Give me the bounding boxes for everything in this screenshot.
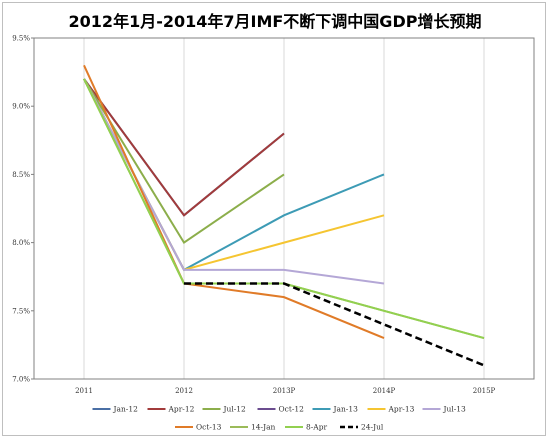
legend-label: 14-Jan xyxy=(251,423,276,432)
legend: Jan-12 Apr-12 Jul-12 Oct-12 Jan-13 Apr-13 Jul-… xyxy=(92,405,467,432)
chart-frame xyxy=(2,2,546,436)
series-lines xyxy=(83,64,485,367)
legend-label: Apr-12 xyxy=(168,405,195,414)
legend-label: Oct-12 xyxy=(279,405,305,414)
series-line-oct-13 xyxy=(83,64,385,340)
legend-label: Apr-13 xyxy=(388,405,415,414)
plot-area-border xyxy=(33,37,535,380)
legend-label: 24-Jul xyxy=(361,423,384,432)
series-line-24-jul xyxy=(184,282,485,367)
axes: 7.0% 7.5% 8.0% 8.5% 9.0% 9.5% 2011 2012 2013P 201… xyxy=(12,35,535,395)
x-tick-label: 2013P xyxy=(273,387,296,395)
legend-label: Oct-13 xyxy=(196,423,222,432)
legend-label: Jul-13 xyxy=(443,405,467,414)
y-tick-label: 7.5% xyxy=(12,307,30,315)
legend-label: 8-Apr xyxy=(306,423,328,432)
series-line-apr-12 xyxy=(83,78,285,217)
y-tick-label: 8.0% xyxy=(12,239,30,247)
legend-label: Jul-12 xyxy=(223,405,247,414)
x-tick-label: 2015P xyxy=(473,387,496,395)
y-tick-label: 7.0% xyxy=(12,376,30,384)
grid xyxy=(83,38,485,379)
x-tick-label: 2014P xyxy=(373,387,396,395)
x-tick-label: 2011 xyxy=(75,387,93,395)
series-line-jul-13 xyxy=(83,78,385,285)
legend-label: Jan-13 xyxy=(333,405,359,414)
y-tick-label: 9.0% xyxy=(12,103,30,111)
y-tick-label: 9.5% xyxy=(12,35,30,43)
x-tick-label: 2012 xyxy=(175,387,193,395)
chart-title: 2012年1月-2014年7月IMF不断下调中国GDP增长预期 xyxy=(68,12,482,31)
legend-label: Jan-12 xyxy=(113,405,139,414)
y-tick-label: 8.5% xyxy=(12,171,30,179)
series-line-jul-12 xyxy=(83,78,285,245)
